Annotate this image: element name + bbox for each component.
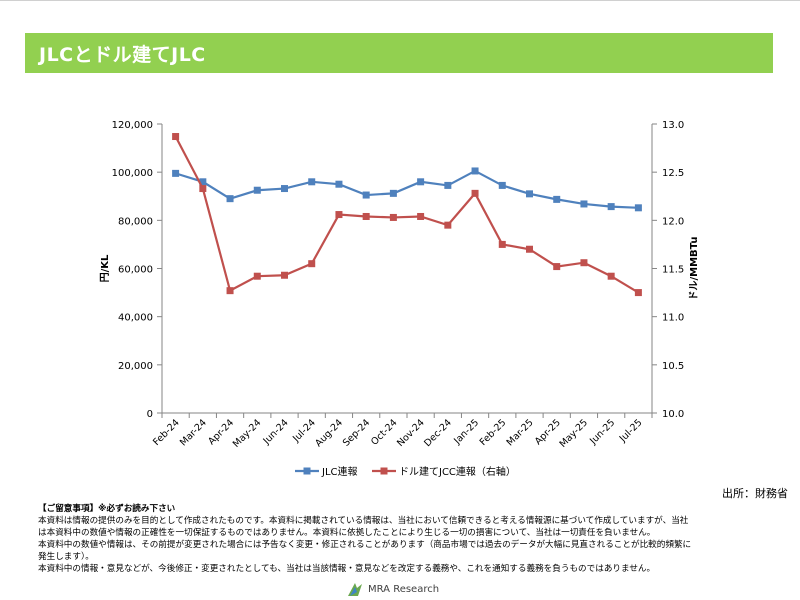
logo-text: MRA Research	[368, 583, 440, 595]
data-point-series-2	[362, 212, 370, 220]
y-right-tick-label: 10.5	[662, 361, 684, 372]
disclaimer-line: 発生します）。	[38, 552, 94, 562]
top-border	[0, 0, 800, 1]
y-left-axis-title: 円/KL	[99, 254, 111, 282]
data-point-series-1	[172, 169, 180, 177]
series-line-2	[174, 136, 639, 294]
data-point-series-2	[634, 289, 642, 297]
data-point-series-1	[335, 180, 343, 188]
disclaimer-heading: 【ご留意事項】※必ずお読み下さい	[38, 504, 176, 514]
data-point-series-1	[607, 203, 615, 211]
data-point-series-2	[498, 240, 506, 248]
data-point-series-1	[308, 178, 316, 186]
source-note: 出所：財務省	[722, 487, 788, 500]
footer-logo: MRA Research	[346, 580, 439, 598]
x-tick-label: May-24	[231, 417, 264, 450]
page-title: JLCとドル建てJLC	[39, 44, 206, 66]
legend-label-2: ドル建てJCC連報（右軸）	[399, 465, 516, 478]
data-point-series-1	[444, 181, 452, 189]
x-tick-label: Mar-24	[178, 417, 209, 448]
data-point-series-1	[253, 186, 261, 194]
data-point-series-2	[553, 263, 561, 271]
disclaimer-line: 本資料中の情報・意見などが、今後修正・変更されたとしても、当社は当該情報・意見な…	[38, 564, 656, 574]
y-left-tick-label: 80,000	[118, 216, 153, 227]
x-tick-label: Jan-25	[451, 417, 481, 447]
data-point-series-1	[471, 167, 479, 175]
data-point-series-2	[308, 260, 316, 268]
x-tick-label: Feb-24	[151, 417, 182, 448]
disclaimer: 【ご留意事項】※必ずお読み下さい 本資料は情報の提供のみを目的として作成されたも…	[38, 503, 778, 575]
data-point-series-2	[444, 221, 452, 229]
data-point-series-2	[526, 245, 533, 253]
data-point-series-2	[580, 259, 588, 267]
y-right-tick-label: 12.5	[662, 168, 684, 179]
mra-logo-icon	[348, 583, 362, 596]
x-tick-label: Jul-25	[617, 417, 645, 445]
x-tick-label: Mar-25	[505, 417, 536, 448]
chart: 0 20,000 40,000 60,000 80,000 100,000 120,000 1…	[99, 120, 700, 478]
data-point-series-2	[389, 213, 397, 221]
data-point-series-1	[281, 185, 288, 193]
data-point-series-2	[253, 272, 261, 280]
y-right-tick-label: 11.0	[662, 313, 684, 324]
data-point-series-1	[362, 191, 370, 199]
data-point-series-1	[199, 178, 207, 186]
y-right-tick-label: 10.0	[662, 409, 684, 420]
y-left-tick-label: 20,000	[118, 361, 153, 372]
disclaimer-line: 本資料は情報の提供のみを目的として作成されたものです。本資料に掲載されている情報…	[38, 516, 689, 526]
data-point-series-1	[634, 204, 642, 212]
data-point-series-2	[172, 133, 180, 141]
y-left-tick-label: 120,000	[112, 120, 153, 131]
series-line-1	[175, 169, 639, 209]
legend-marker-1	[303, 467, 311, 475]
y-right-axis-title: ドル/MMBTu	[688, 236, 700, 300]
legend-marker-2	[380, 467, 388, 475]
title-banner: JLCとドル建てJLC	[25, 33, 773, 73]
data-point-series-2	[607, 272, 615, 280]
data-point-series-2	[226, 287, 234, 295]
x-tick-label: Aug-24	[313, 417, 345, 449]
data-point-series-1	[226, 195, 234, 203]
legend-label-1: JLC連報	[321, 465, 358, 478]
x-tick-label: Nov-24	[395, 417, 427, 449]
x-tick-label: Feb-25	[478, 417, 509, 448]
data-point-series-2	[199, 185, 207, 193]
data-point-series-2	[335, 211, 343, 219]
disclaimer-line: 本資料中の数値や情報は、その前提が変更された場合には予告なく変更・修正されること…	[38, 540, 692, 550]
disclaimer-line: は本資料中の数値や情報の正確性を一切保証するものではありません。本資料に依拠した…	[38, 528, 656, 538]
y-right-tick-label: 13.0	[662, 120, 684, 131]
x-tick-label: Dec-24	[422, 417, 454, 449]
x-tick-label: May-25	[558, 417, 591, 450]
y-right-tick-label: 12.0	[662, 216, 684, 227]
data-point-series-1	[580, 200, 588, 208]
x-tick-label: Sep-24	[341, 417, 372, 448]
data-point-series-1	[498, 181, 506, 189]
x-tick-label: Oct-24	[369, 417, 399, 447]
y-right-tick-label: 11.5	[662, 265, 684, 276]
x-tick-label: Jun-24	[261, 417, 291, 447]
data-point-series-1	[417, 178, 425, 186]
data-point-series-2	[471, 189, 479, 197]
data-point-series-1	[553, 195, 561, 203]
data-point-series-1	[389, 189, 397, 197]
data-point-series-2	[417, 212, 425, 220]
y-left-tick-label: 40,000	[118, 313, 153, 324]
data-point-series-1	[526, 190, 533, 198]
y-left-tick-label: 60,000	[118, 265, 153, 276]
x-tick-label: Jun-25	[587, 417, 617, 447]
y-left-tick-label: 0	[147, 409, 153, 420]
data-point-series-2	[281, 271, 288, 279]
y-left-tick-label: 100,000	[112, 168, 153, 179]
